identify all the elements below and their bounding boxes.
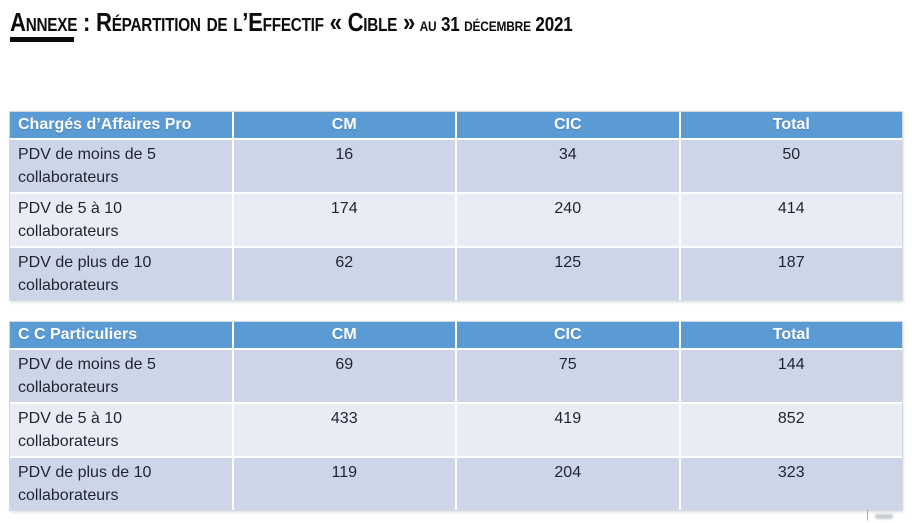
table2-title-cell: C C Particuliers [10, 322, 232, 348]
table2-row2-cm: 433 [233, 404, 455, 456]
table2-row1-label: PDV de moins de 5 collaborateurs [10, 350, 232, 402]
table-charges-affaires-pro: Chargés d’Affaires Pro CM CIC Total PDV … [10, 112, 902, 300]
table1-col-total: Total [680, 112, 902, 138]
table2-col-cm: CM [233, 322, 455, 348]
table1-row2-total: 414 [680, 194, 902, 246]
table2-row1-cm: 69 [233, 350, 455, 402]
table1-title-cell: Chargés d’Affaires Pro [10, 112, 232, 138]
table2-row3-cm: 119 [233, 458, 455, 510]
table1-row3-cm: 62 [233, 248, 455, 300]
table1-row2-cic: 240 [457, 194, 679, 246]
page-title: Annexe : Répartition de l’Effectif « Cib… [10, 2, 573, 39]
footer-bar: | [866, 509, 869, 521]
table1-row1-total: 50 [680, 140, 902, 192]
table1-row1-cm: 16 [233, 140, 455, 192]
page-title-main: Annexe : Répartition de l’Effectif « Cib… [10, 7, 416, 37]
table2-col-cic: CIC [457, 322, 679, 348]
footer-smudge [874, 513, 893, 519]
table1-row3-total: 187 [680, 248, 902, 300]
table1-row1-label: PDV de moins de 5 collaborateurs [10, 140, 232, 192]
table2-row2-cic: 419 [457, 404, 679, 456]
table1-col-cic: CIC [457, 112, 679, 138]
table2-row1-total: 144 [680, 350, 902, 402]
table1-row2-label: PDV de 5 à 10 collaborateurs [10, 194, 232, 246]
footer-mark: | [866, 509, 893, 521]
table2-row3-total: 323 [680, 458, 902, 510]
table2-row3-label: PDV de plus de 10 collaborateurs [10, 458, 232, 510]
table1-row2-cm: 174 [233, 194, 455, 246]
table2-row2-total: 852 [680, 404, 902, 456]
table2-row1-cic: 75 [457, 350, 679, 402]
table1-row3-label: PDV de plus de 10 collaborateurs [10, 248, 232, 300]
table1-col-cm: CM [233, 112, 455, 138]
table2-row2-label: PDV de 5 à 10 collaborateurs [10, 404, 232, 456]
page-title-suffix: au 31 décembre 2021 [415, 14, 573, 36]
table1-row3-cic: 125 [457, 248, 679, 300]
table1-row1-cic: 34 [457, 140, 679, 192]
title-underline [10, 37, 74, 42]
table2-col-total: Total [680, 322, 902, 348]
table2-row3-cic: 204 [457, 458, 679, 510]
table-cc-particuliers: C C Particuliers CM CIC Total PDV de moi… [10, 322, 902, 510]
